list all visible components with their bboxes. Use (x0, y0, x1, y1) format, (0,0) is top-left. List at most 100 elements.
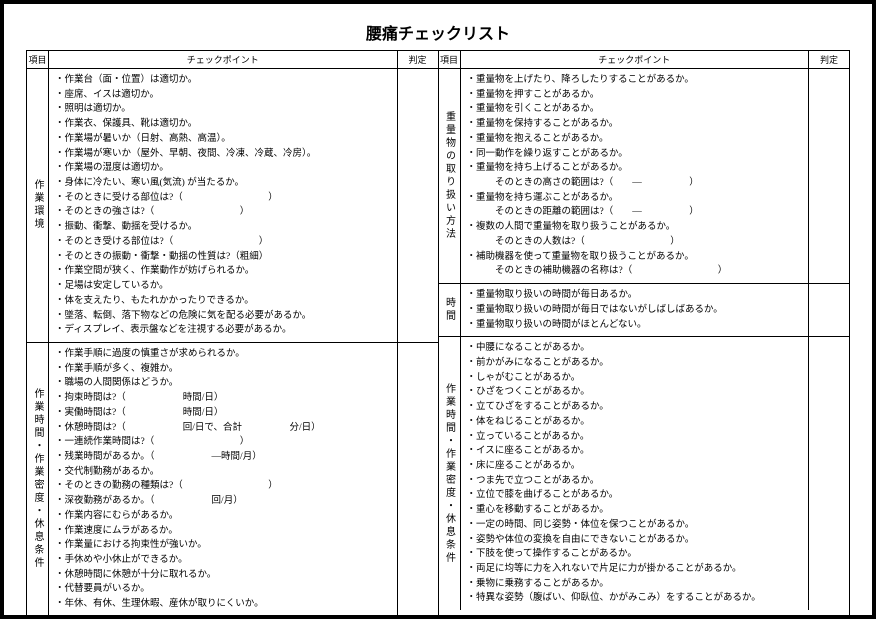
checklist-item: そのときの補助機器の名称は?（ ） (467, 264, 803, 279)
header-row-left: 項目 チェックポイント 判定 (27, 51, 438, 69)
checklist-item: ・実働時間は?（ 時間/日） (55, 406, 391, 421)
checklist-item: ・立てひざをすることがあるか。 (467, 400, 803, 415)
checklist-item: ・重量物を押すことがあるか。 (467, 88, 803, 103)
checklist-item: ・姿勢や体位の変換を自由にできないことがあるか。 (467, 533, 803, 548)
checklist-item: ・作業場が暑いか（日射、高熱、高温）。 (55, 132, 391, 147)
category-label: 作業時間・作業密度・休息条件 (27, 343, 49, 616)
checklist-item: ・重量物を持ち運ぶことがあるか。 (467, 191, 803, 206)
checklist-item: ・体をねじることがあるか。 (467, 415, 803, 430)
checklist-item: ・そのとき受ける部位は?（ ） (55, 235, 391, 250)
checklist-item: ・重心を移動することがあるか。 (467, 503, 803, 518)
checklist-item: ・両足に均等に力を入れないで片足に力が掛かることがあるか。 (467, 562, 803, 577)
checklist-item: ・そのときに受ける部位は?（ ） (55, 191, 391, 206)
checklist-item: ・複数の人間で重量物を取り扱うことがあるか。 (467, 220, 803, 235)
section: 時間・重量物取り扱いの時間が毎日あるか。・重量物取り扱いの時間が毎日ではないがし… (439, 284, 850, 337)
checklist-item: ・重量物取り扱いの時間が毎日ではないがしばしばあるか。 (467, 303, 803, 318)
judgement-cell (809, 69, 849, 283)
page-title: 腰痛チェックリスト (26, 20, 850, 44)
header-row-right: 項目 チェックポイント 判定 (439, 51, 850, 69)
checklist-item: そのときの高さの範囲は?（ ― ） (467, 176, 803, 191)
checklist-item: ・休憩時間は?（ 回/日で、合計 分/日） (55, 421, 391, 436)
checklist-item: ・墜落、転倒、落下物などの危険に気を配る必要があるか。 (55, 309, 391, 324)
checklist-item: ・一定の時間、同じ姿勢・体位を保つことがあるか。 (467, 518, 803, 533)
checklist-item: ・作業場が寒いか（屋外、早朝、夜間、冷凍、冷蔵、冷房）。 (55, 147, 391, 162)
checklist-item: ・重量物取り扱いの時間がほとんどない。 (467, 318, 803, 333)
checklist-item: ・交代制勤務があるか。 (55, 465, 391, 480)
judgement-cell (398, 69, 438, 342)
header-checkpoint: チェックポイント (461, 51, 810, 68)
checklist-item: ・作業衣、保護具、靴は適切か。 (55, 117, 391, 132)
section: 作業時間・作業密度・休息条件・作業手順に過度の慎重さが求められるか。・作業手順が… (27, 343, 438, 616)
checklist-item: ・作業内容にむらがあるか。 (55, 509, 391, 524)
right-column: 項目 チェックポイント 判定 重量物の取り扱い方法・重量物を上げたり、降ろしたり… (438, 51, 850, 616)
checklist-item: ・作業手順が多く、複雑か。 (55, 362, 391, 377)
checklist-item: ・そのときの勤務の種類は?（ ） (55, 479, 391, 494)
checklist-item: ・そのときの振動・衝撃・動揺の性質は?（粗細） (55, 250, 391, 265)
checklist-item: ・作業場の湿度は適切か。 (55, 161, 391, 176)
checklist-item: ・下肢を使って操作することがあるか。 (467, 547, 803, 562)
checklist-item: ・前かがみになることがあるか。 (467, 356, 803, 371)
checklist-item: ・作業台（面・位置）は適切か。 (55, 73, 391, 88)
checklist-item: ・つま先で立つことがあるか。 (467, 474, 803, 489)
checklist-item: ・深夜勤務があるか。（ 回/月） (55, 494, 391, 509)
category-label: 作業時間・作業密度・休息条件 (439, 337, 461, 610)
checklist-item: ・作業空間が狭く、作業動作が妨げられるか。 (55, 264, 391, 279)
section: 作業時間・作業密度・休息条件・中腰になることがあるか。・前かがみになることがある… (439, 337, 850, 610)
header-checkpoint: チェックポイント (49, 51, 398, 68)
checklist-item: ・手休めや小休止ができるか。 (55, 553, 391, 568)
checklist-item: ・補助機器を使って重量物を取り扱うことがあるか。 (467, 250, 803, 265)
checklist-item: ・重量物取り扱いの時間が毎日あるか。 (467, 288, 803, 303)
checklist-item: ・体を支えたり、もたれかかったりできるか。 (55, 294, 391, 309)
checklist-item: ・足場は安定しているか。 (55, 279, 391, 294)
checklist-item: ・ひざをつくことがあるか。 (467, 385, 803, 400)
judgement-cell (809, 337, 849, 610)
left-column: 項目 チェックポイント 判定 作業環境・作業台（面・位置）は適切か。・座席、イス… (27, 51, 438, 616)
checklist-item: ・そのときの強さは?（ ） (55, 205, 391, 220)
checklist-item: ・身体に冷たい、寒い風(気流) が当たるか。 (55, 176, 391, 191)
checklist-item: ・イスに座ることがあるか。 (467, 444, 803, 459)
checklist-item: ・休憩時間に休憩が十分に取れるか。 (55, 568, 391, 583)
items-cell: ・重量物取り扱いの時間が毎日あるか。・重量物取り扱いの時間が毎日ではないがしばし… (461, 284, 810, 336)
checklist-item: ・特異な姿勢（腹ばい、仰臥位、かがみこみ）をすることがあるか。 (467, 591, 803, 606)
checklist-item: ・照明は適切か。 (55, 102, 391, 117)
checklist-item: ・作業量における拘束性が強いか。 (55, 538, 391, 553)
header-judgement: 判定 (809, 51, 849, 68)
judgement-cell (809, 284, 849, 336)
checklist-item: ・立っていることがあるか。 (467, 430, 803, 445)
checklist-item: ・拘束時間は?（ 時間/日） (55, 391, 391, 406)
checklist-item: ・立位で膝を曲げることがあるか。 (467, 488, 803, 503)
checklist-item: ・同一動作を繰り返すことがあるか。 (467, 147, 803, 162)
header-judgement: 判定 (398, 51, 438, 68)
checklist-item: ・しゃがむことがあるか。 (467, 371, 803, 386)
header-category: 項目 (439, 51, 461, 68)
judgement-cell (398, 343, 438, 616)
checklist-item: ・乗物に乗務することがあるか。 (467, 577, 803, 592)
checklist-item: ・振動、衝撃、動揺を受けるか。 (55, 220, 391, 235)
checklist-item: ・中腰になることがあるか。 (467, 341, 803, 356)
checklist-item: ・重量物を上げたり、降ろしたりすることがあるか。 (467, 73, 803, 88)
checklist-item: ・残業時間があるか。（ ―時間/月） (55, 450, 391, 465)
category-label: 重量物の取り扱い方法 (439, 69, 461, 283)
items-cell: ・作業台（面・位置）は適切か。・座席、イスは適切か。・照明は適切か。・作業衣、保… (49, 69, 398, 342)
category-label: 時間 (439, 284, 461, 336)
checklist-item: ・ディスプレイ、表示盤などを注視する必要があるか。 (55, 323, 391, 338)
section: 重量物の取り扱い方法・重量物を上げたり、降ろしたりすることがあるか。・重量物を押… (439, 69, 850, 284)
section: 作業環境・作業台（面・位置）は適切か。・座席、イスは適切か。・照明は適切か。・作… (27, 69, 438, 343)
items-cell: ・作業手順に過度の慎重さが求められるか。・作業手順が多く、複雑か。・職場の人間関… (49, 343, 398, 616)
items-cell: ・中腰になることがあるか。・前かがみになることがあるか。・しゃがむことがあるか。… (461, 337, 810, 610)
checklist-item: ・作業速度にムラがあるか。 (55, 524, 391, 539)
checklist-item: ・重量物を持ち上げることがあるか。 (467, 161, 803, 176)
header-category: 項目 (27, 51, 49, 68)
checklist-item: ・年休、有休、生理休暇、産休が取りにくいか。 (55, 597, 391, 612)
checklist-table: 項目 チェックポイント 判定 作業環境・作業台（面・位置）は適切か。・座席、イス… (26, 50, 850, 617)
checklist-item: そのときの人数は?（ ） (467, 235, 803, 250)
checklist-item: ・重量物を保持することがあるか。 (467, 117, 803, 132)
checklist-item: ・床に座ることがあるか。 (467, 459, 803, 474)
checklist-item: ・一連続作業時間は?（ ） (55, 435, 391, 450)
checklist-item: ・座席、イスは適切か。 (55, 88, 391, 103)
checklist-item: ・重量物を引くことがあるか。 (467, 102, 803, 117)
checklist-item: ・職場の人間関係はどうか。 (55, 376, 391, 391)
checklist-item: そのときの距離の範囲は?（ ― ） (467, 205, 803, 220)
checklist-item: ・代替要員がいるか。 (55, 582, 391, 597)
items-cell: ・重量物を上げたり、降ろしたりすることがあるか。・重量物を押すことがあるか。・重… (461, 69, 810, 283)
